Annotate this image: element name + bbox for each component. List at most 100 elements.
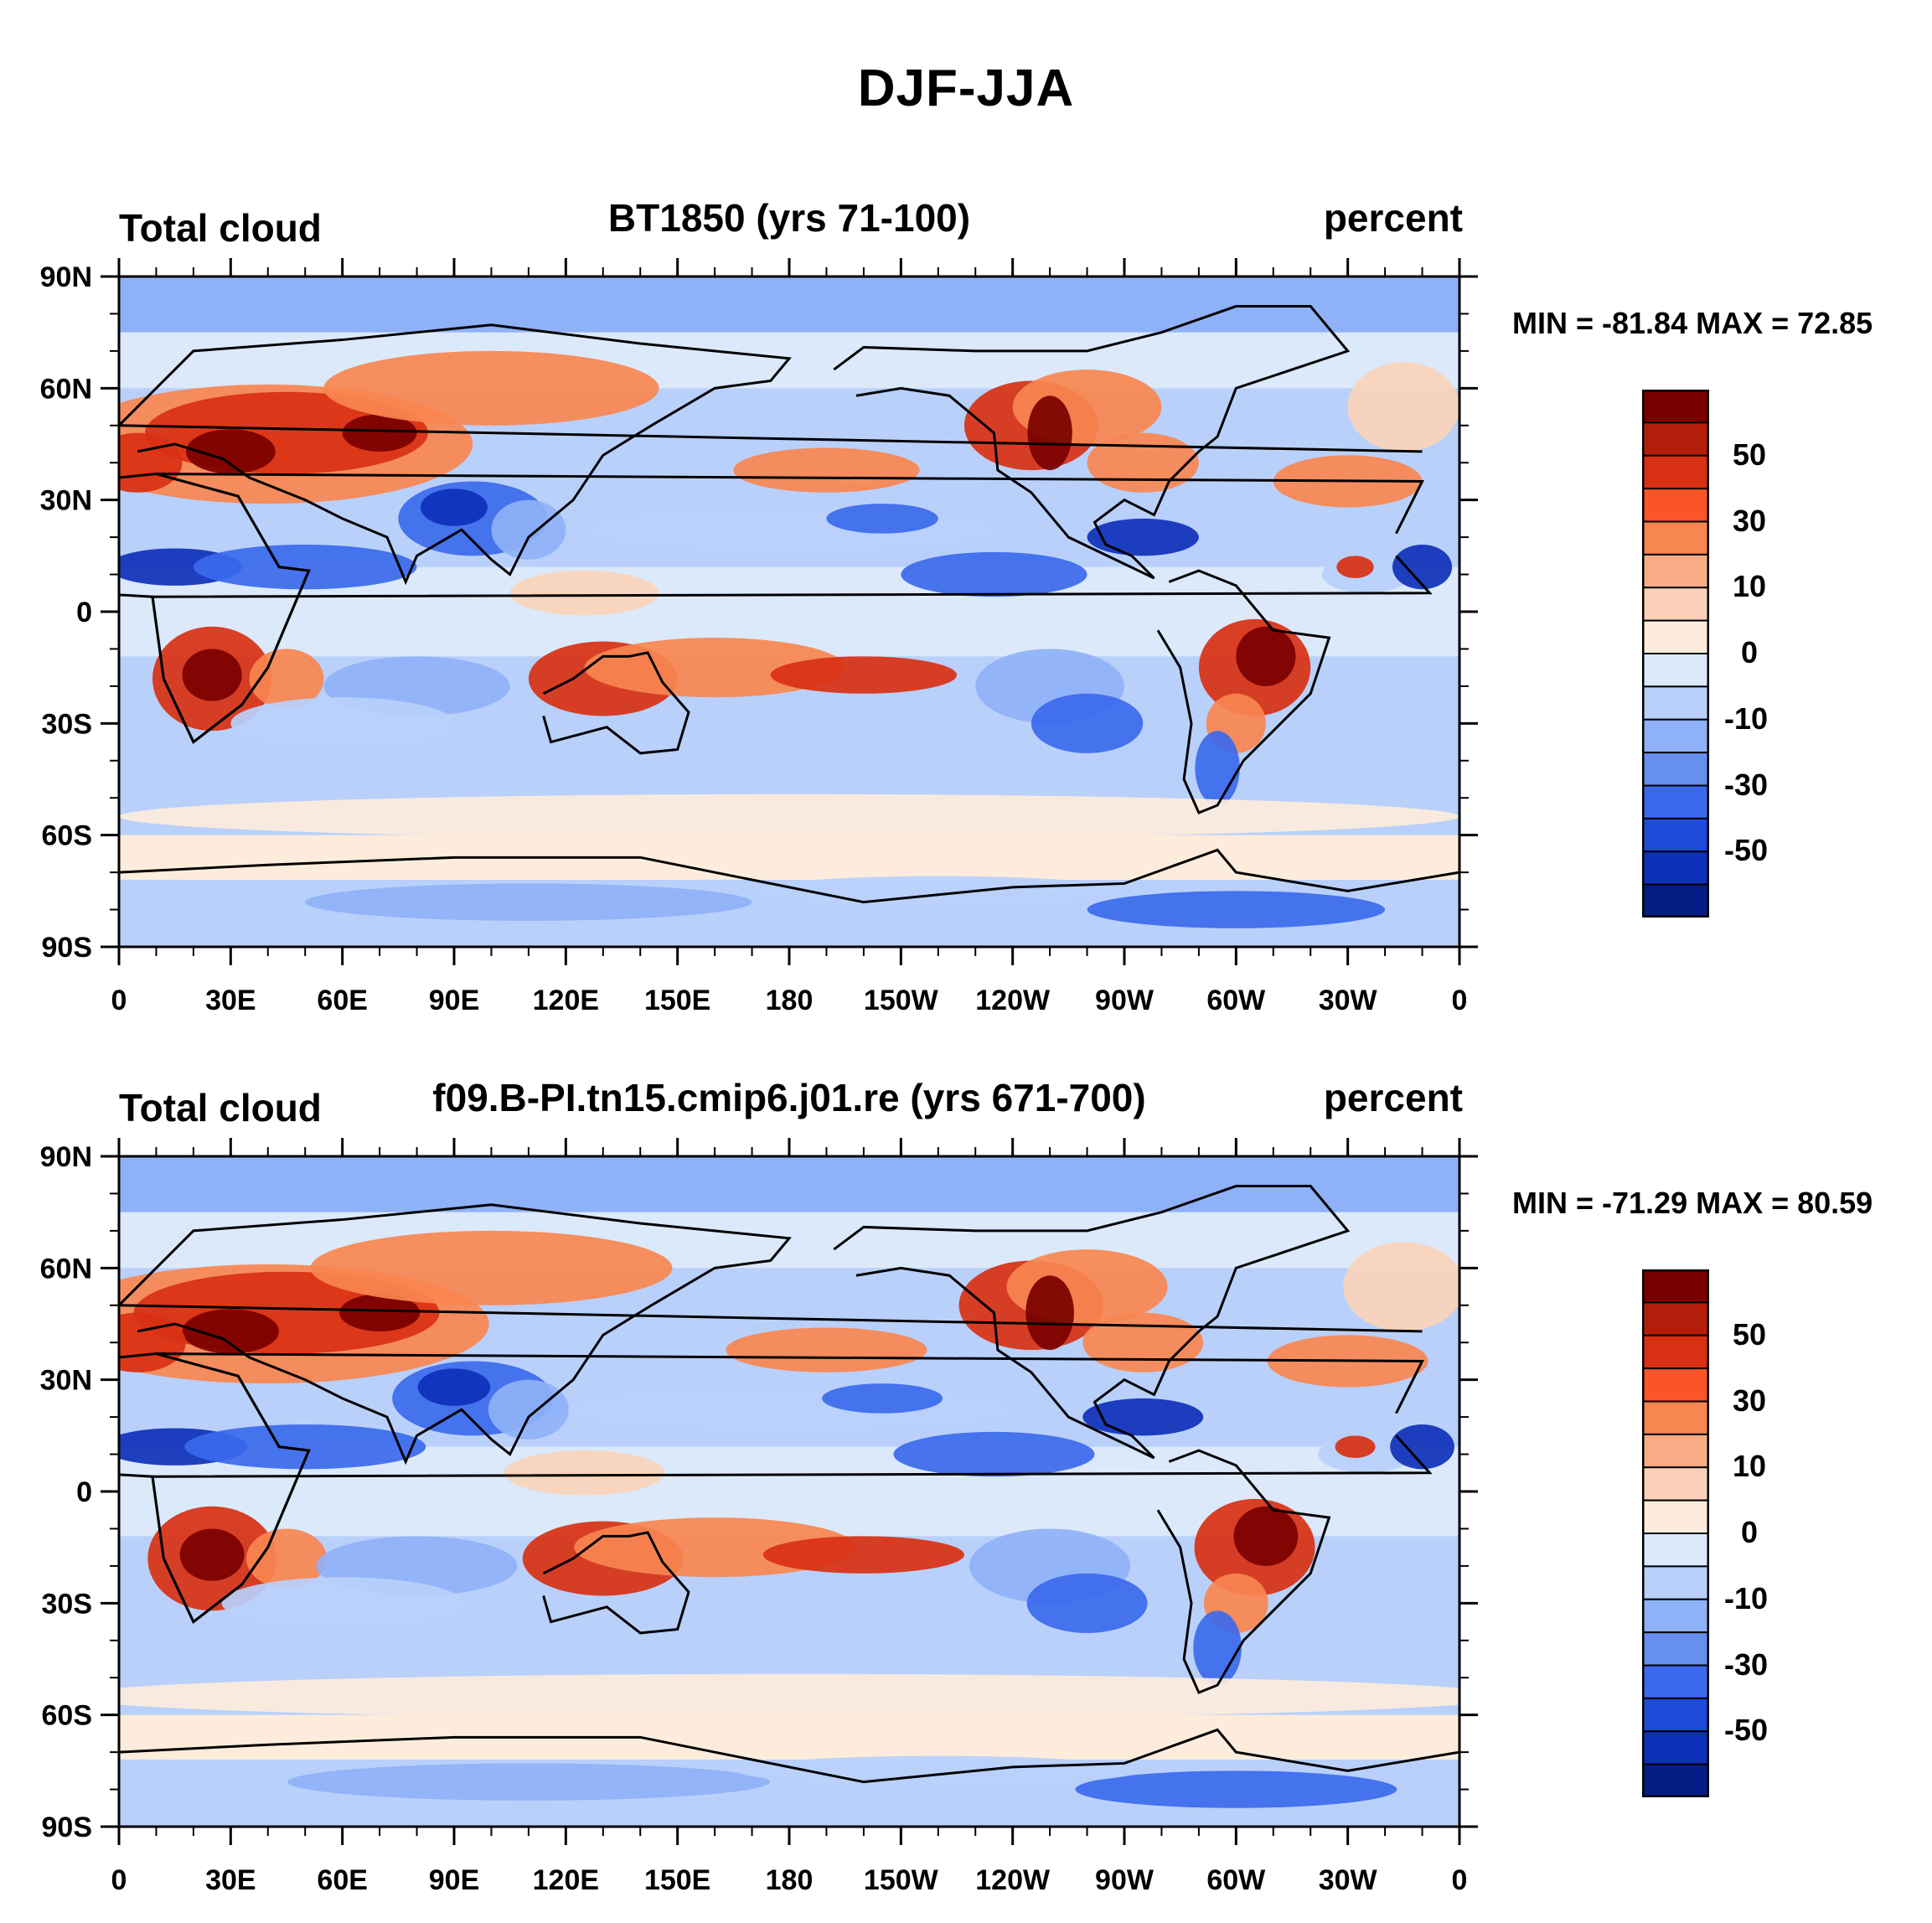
lat-label: 90N	[40, 261, 92, 293]
colorbar-segment	[1642, 1664, 1709, 1699]
contour-region	[1031, 693, 1144, 753]
contour-region	[1343, 1242, 1459, 1331]
lat-label: 60N	[40, 373, 92, 405]
contour-region	[1082, 1312, 1204, 1372]
lat-label: 30N	[40, 485, 92, 517]
contour-region	[119, 1673, 1459, 1719]
zonal-band	[119, 277, 1459, 333]
lon-label: 60W	[1206, 985, 1266, 1016]
contour-region	[249, 649, 324, 709]
coastline	[833, 305, 1351, 580]
colorbar-segment	[1642, 1301, 1709, 1336]
contour-region	[509, 571, 659, 616]
colorbar-segment	[1642, 619, 1709, 654]
lon-label: 120E	[533, 985, 599, 1016]
contour-region	[246, 1528, 327, 1589]
contour-region	[488, 1379, 569, 1440]
lon-label: 150W	[864, 985, 939, 1016]
contour-region	[901, 551, 1087, 597]
contour-region	[1025, 1275, 1074, 1351]
min-max-label: MIN = -81.84 MAX = 72.85	[1512, 306, 1873, 340]
coastline	[119, 1352, 311, 1624]
contour-region	[893, 1431, 1095, 1477]
colorbar-segment	[1642, 587, 1709, 622]
colorbar-segment	[1642, 817, 1709, 853]
colorbar-segment	[1642, 1466, 1709, 1502]
lon-label: 30E	[205, 985, 256, 1016]
colorbar-label: 10	[1733, 569, 1767, 604]
colorbar-segment	[1642, 1367, 1709, 1403]
lon-label: 60E	[317, 985, 368, 1016]
lat-label: 90N	[40, 1141, 92, 1173]
colorbar-segment	[1642, 1533, 1709, 1568]
coastline	[119, 1203, 1423, 1466]
contour-region	[1390, 1424, 1454, 1470]
contour-region	[568, 1387, 1010, 1432]
colorbar-segment	[1642, 883, 1709, 918]
colorbar-label: -50	[1724, 833, 1769, 868]
contour-region	[1087, 891, 1386, 928]
contour-region	[342, 414, 417, 452]
lon-label: 30W	[1319, 1864, 1378, 1896]
colorbar-segment	[1642, 1697, 1709, 1733]
contour-region	[736, 1755, 1139, 1786]
colorbar-segment	[1642, 718, 1709, 754]
lon-label: 90W	[1095, 1864, 1155, 1896]
coastline	[542, 651, 690, 755]
contour-region	[182, 1309, 279, 1354]
colorbar-segment	[1642, 553, 1709, 589]
contour-region	[770, 656, 957, 694]
contour-region	[733, 447, 920, 493]
lon-label: 90E	[429, 1864, 480, 1896]
contour-region	[1347, 362, 1459, 452]
contour-region	[1027, 395, 1072, 471]
lat-label: 0	[76, 1476, 92, 1508]
colorbar-label: -30	[1724, 1646, 1769, 1682]
colorbar-segment	[1642, 488, 1709, 523]
contour-region	[417, 1368, 491, 1406]
lon-label: 30E	[205, 1864, 256, 1896]
variable-label: Total cloud	[119, 1086, 322, 1130]
zonal-band	[119, 1714, 1459, 1760]
colorbar-label: 0	[1741, 635, 1759, 669]
contour-region	[221, 1577, 463, 1630]
colorbar-segment	[1642, 653, 1709, 688]
colorbar-segment	[1642, 1269, 1709, 1304]
lon-label: 0	[1452, 1864, 1468, 1896]
colorbar-label: -10	[1724, 1580, 1769, 1615]
contour-region	[287, 1763, 770, 1801]
colorbar-segment	[1642, 1598, 1709, 1634]
colorbar-label: 10	[1733, 1449, 1767, 1484]
coastline	[119, 1728, 1459, 1784]
lon-label: 120W	[975, 985, 1051, 1016]
contour-region	[119, 793, 1459, 840]
lon-label: 120E	[533, 1864, 599, 1896]
zonal-band	[119, 1156, 1459, 1212]
contour-region	[1392, 545, 1453, 590]
contour-map: 0 30E 60E 90E 120E 150E 180 150W 120W 90W 60W 30W 09…	[40, 258, 1478, 1016]
contour-region	[305, 883, 752, 921]
colorbar-label: 30	[1733, 503, 1767, 538]
contour-region	[1336, 556, 1374, 578]
contour-region	[179, 1528, 245, 1581]
coastline	[119, 473, 311, 744]
contour-region	[726, 1327, 927, 1372]
contour-region	[230, 697, 454, 750]
map-panel-bottom: Total cloud f09.B-PI.tn15.cmip6.j01.re (…	[0, 1076, 1932, 1923]
lat-label: 90S	[42, 932, 93, 964]
lon-label: 150W	[864, 1864, 939, 1896]
colorbar-segment	[1642, 1565, 1709, 1600]
contour-region	[822, 1383, 943, 1414]
coastline	[119, 323, 1423, 586]
colorbar-segment	[1642, 421, 1709, 457]
colorbar-label: 50	[1733, 437, 1767, 472]
lat-label: 60N	[40, 1253, 92, 1285]
colorbar-label: 0	[1741, 1515, 1759, 1549]
colorbar-segment	[1642, 752, 1709, 787]
colorbar-segment	[1642, 1499, 1709, 1534]
contour-region	[1087, 518, 1199, 556]
contour-region	[182, 649, 242, 701]
colorbar-label: -30	[1724, 767, 1769, 802]
colorbar-segment	[1642, 784, 1709, 819]
contour-region	[1236, 626, 1296, 686]
